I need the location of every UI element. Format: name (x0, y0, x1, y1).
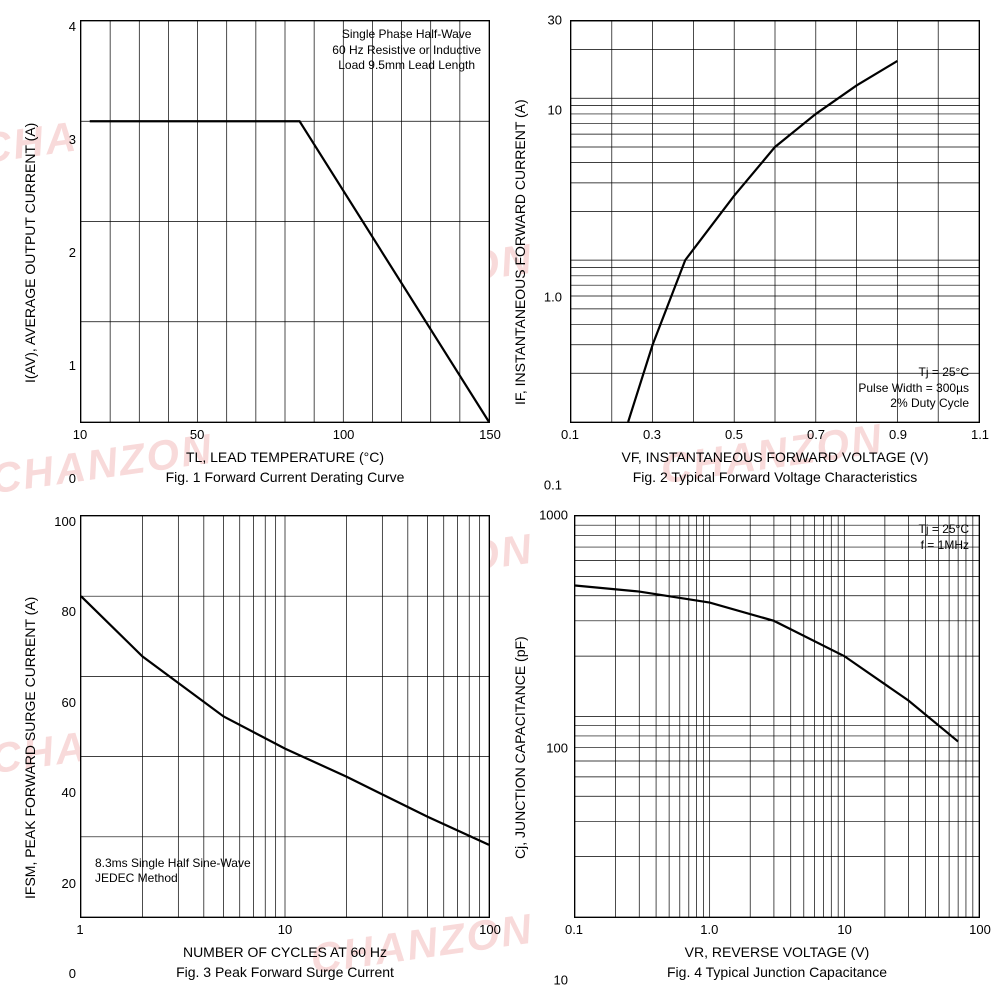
fig1-caption: Fig. 1 Forward Current Derating Curve (80, 469, 490, 485)
fig3-ylabel: IFSM, PEAK FORWARD SURGE CURRENT (A) (20, 515, 40, 980)
fig4-caption: Fig. 4 Typical Junction Capacitance (574, 964, 980, 980)
fig3-yticks: 020406080100 (42, 515, 76, 980)
fig2-annotation: Tj = 25°CPulse Width = 300µs2% Duty Cycl… (858, 365, 969, 412)
fig2-xlabel: VF, INSTANTANEOUS FORWARD VOLTAGE (V) (570, 449, 980, 465)
fig4-ylabel: Cj, JUNCTION CAPACITANCE (pF) (510, 515, 530, 980)
fig1-ylabel: I(AV), AVERAGE OUTPUT CURRENT (A) (20, 20, 40, 485)
fig4-plot: Tj = 25°Cf = 1MHz (574, 515, 980, 918)
fig3-xlabel: NUMBER OF CYCLES AT 60 Hz (80, 944, 490, 960)
fig4-xlabel: VR, REVERSE VOLTAGE (V) (574, 944, 980, 960)
fig2-yticks: 0.11.01030 (532, 20, 566, 485)
fig2-caption: Fig. 2 Typical Forward Voltage Character… (570, 469, 980, 485)
fig4-panel: Cj, JUNCTION CAPACITANCE (pF) 101001000 … (510, 515, 980, 980)
fig2-panel: IF, INSTANTANEOUS FORWARD CURRENT (A) 0.… (510, 20, 980, 485)
fig3-plot: 8.3ms Single Half Sine-WaveJEDEC Method (80, 515, 490, 918)
fig3-caption: Fig. 3 Peak Forward Surge Current (80, 964, 490, 980)
fig4-annotation: Tj = 25°Cf = 1MHz (919, 522, 969, 553)
fig1-yticks: 01234 (42, 20, 76, 485)
fig1-xticks: 1050100150 (80, 427, 490, 443)
fig2-plot: Tj = 25°CPulse Width = 300µs2% Duty Cycl… (570, 20, 980, 423)
fig1-xlabel: TL, LEAD TEMPERATURE (°C) (80, 449, 490, 465)
fig4-yticks: 101001000 (532, 515, 572, 980)
fig2-xticks: 0.10.30.50.70.91.1 (570, 427, 980, 443)
fig2-ylabel: IF, INSTANTANEOUS FORWARD CURRENT (A) (510, 20, 530, 485)
fig4-xticks: 0.11.010100 (574, 922, 980, 938)
fig1-panel: I(AV), AVERAGE OUTPUT CURRENT (A) 01234 … (20, 20, 490, 485)
fig3-xticks: 110100 (80, 922, 490, 938)
fig1-plot: Single Phase Half-Wave60 Hz Resistive or… (80, 20, 490, 423)
fig1-annotation: Single Phase Half-Wave60 Hz Resistive or… (332, 27, 481, 74)
fig3-panel: IFSM, PEAK FORWARD SURGE CURRENT (A) 020… (20, 515, 490, 980)
fig3-annotation: 8.3ms Single Half Sine-WaveJEDEC Method (95, 856, 251, 887)
